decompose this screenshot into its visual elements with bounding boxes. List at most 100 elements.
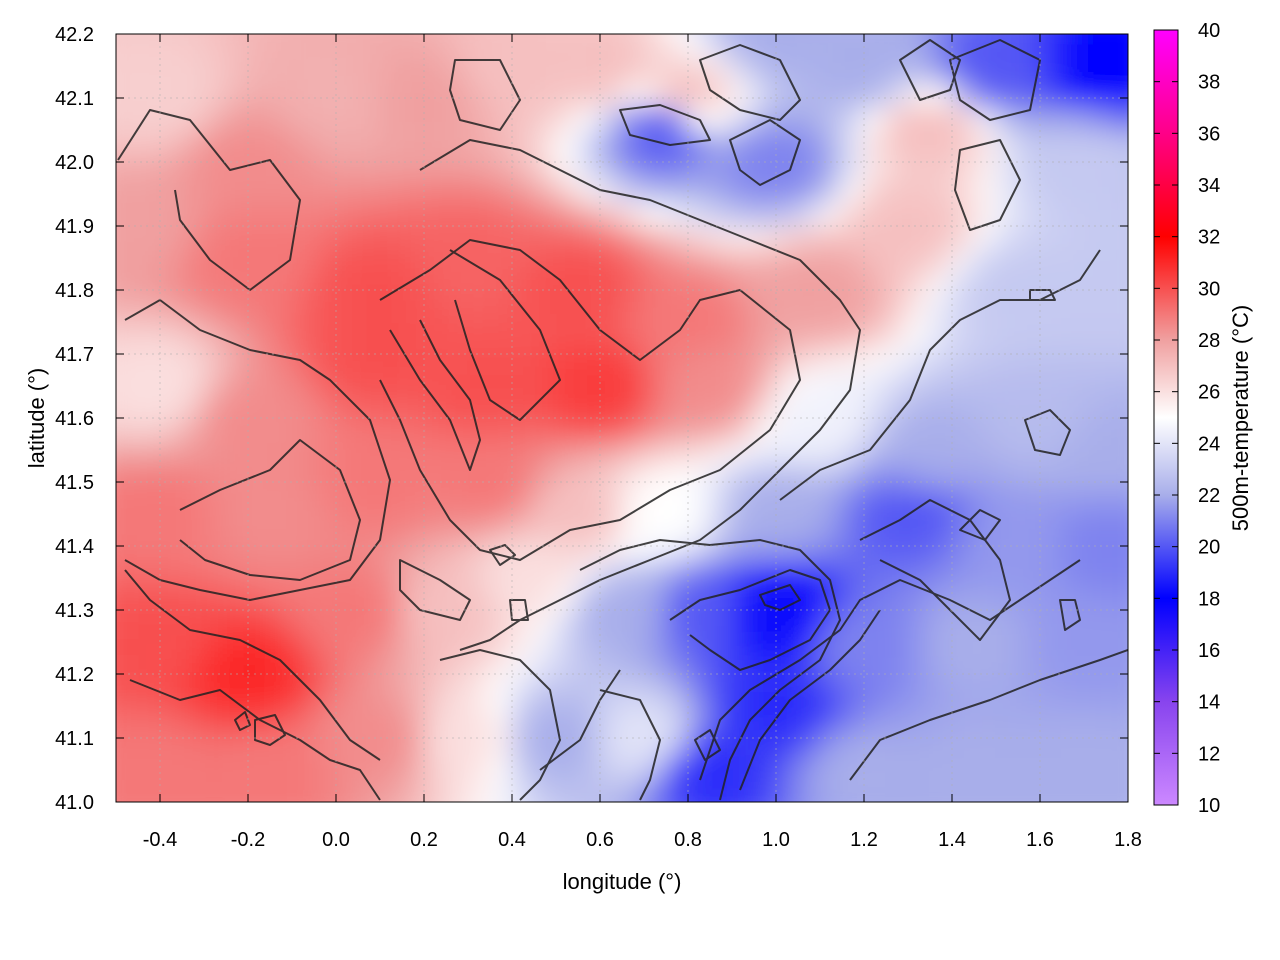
heatmap-cell [951,345,975,371]
heatmap-cell [181,393,205,419]
heatmap-cell [116,201,117,227]
heatmap-cell [401,657,425,683]
heatmap-cell [599,369,623,395]
heatmap-cell [116,585,139,611]
heatmap-cell [929,153,953,179]
heatmap-cell [929,129,953,155]
heatmap-cell [775,417,799,443]
heatmap-cell [599,297,623,323]
heatmap-cell [643,369,667,395]
heatmap-cell [577,273,601,299]
heatmap-cell [621,729,645,755]
heatmap-cell [467,273,491,299]
heatmap-cell [621,441,645,467]
heatmap-cell [159,441,183,467]
heatmap-cell [116,57,139,83]
heatmap-cell [247,441,271,467]
heatmap-cell [819,321,843,347]
heatmap-cell [621,705,645,731]
heatmap-cell [335,297,359,323]
heatmap-cell [599,129,623,155]
heatmap-cell [1083,681,1107,707]
heatmap-cell [599,321,623,347]
heatmap-cell [313,297,337,323]
heatmap-cell [467,57,491,83]
heatmap-cell [291,657,315,683]
heatmap-cell [225,609,249,635]
heatmap-cell [643,801,667,802]
heatmap-cell [863,105,887,131]
heatmap-cell [731,321,755,347]
heatmap-cell [116,513,139,539]
heatmap-cell [885,465,909,491]
heatmap-cell [116,777,139,802]
heatmap-cell [1061,633,1085,659]
heatmap-cell [203,801,227,802]
heatmap-cell [379,441,403,467]
heatmap-cell [116,273,117,299]
plot-area: -0.4 -0.2 0.0 0.2 0.4 0.6 0.8 1.0 1.2 1.4 1.6 1.8 4… [55,24,1142,851]
colorbar-tick-label: 12 [1198,743,1220,765]
heatmap-cell [291,705,315,731]
heatmap-cell [401,105,425,131]
heatmap-cell [863,777,887,802]
heatmap-cell [423,705,447,731]
heatmap-cell [225,657,249,683]
heatmap-cell [445,201,469,227]
heatmap-cell [423,34,447,59]
heatmap-cell [819,34,843,59]
heatmap-cell [709,537,733,563]
heatmap-cell [907,129,931,155]
heatmap-cell [423,681,447,707]
heatmap-cell [1105,801,1128,802]
heatmap-cell [709,801,733,802]
heatmap-cell [489,657,513,683]
heatmap-cell [907,657,931,683]
heatmap-cell [247,345,271,371]
heatmap-cell [687,609,711,635]
heatmap-cell [665,417,689,443]
heatmap-cell [269,561,293,587]
heatmap-cell [159,345,183,371]
heatmap-cell [116,537,117,563]
colorbar: 10 12 14 16 18 20 22 24 26 28 30 32 34 36 38 40 500m-te… [1153,20,1253,817]
heatmap-cell [643,57,667,83]
heatmap-cell [819,177,843,203]
heatmap-cell [1061,393,1085,419]
heatmap-cell [841,81,865,107]
heatmap-cell [841,417,865,443]
heatmap-cell [379,369,403,395]
heatmap-cell [1061,249,1085,275]
heatmap-cell [797,441,821,467]
heatmap-cell [643,81,667,107]
heatmap-cell [621,417,645,443]
heatmap-cell [1083,753,1107,779]
heatmap-cell [599,153,623,179]
heatmap-cell [445,585,469,611]
heatmap-cell [116,489,139,515]
heatmap-cell [753,81,777,107]
heatmap-cell [489,249,513,275]
heatmap-cell [511,81,535,107]
heatmap-cell [775,369,799,395]
heatmap-cell [181,729,205,755]
heatmap-cell [137,321,161,347]
heatmap-cell [1061,537,1085,563]
heatmap-cell [116,633,139,659]
heatmap-cell [643,393,667,419]
heatmap-cell [247,81,271,107]
heatmap-cell [203,81,227,107]
heatmap-cell [995,513,1019,539]
heatmap-cell [357,249,381,275]
contour-line [124,299,391,601]
heatmap-cell [116,177,139,203]
heatmap-cell [555,81,579,107]
heatmap-cell [797,585,821,611]
heatmap-cell [357,441,381,467]
heatmap-cell [951,681,975,707]
heatmap-cell [687,273,711,299]
heatmap-cell [929,801,953,802]
contour-line [389,319,481,471]
heatmap-cell [555,321,579,347]
heatmap-cell [423,81,447,107]
